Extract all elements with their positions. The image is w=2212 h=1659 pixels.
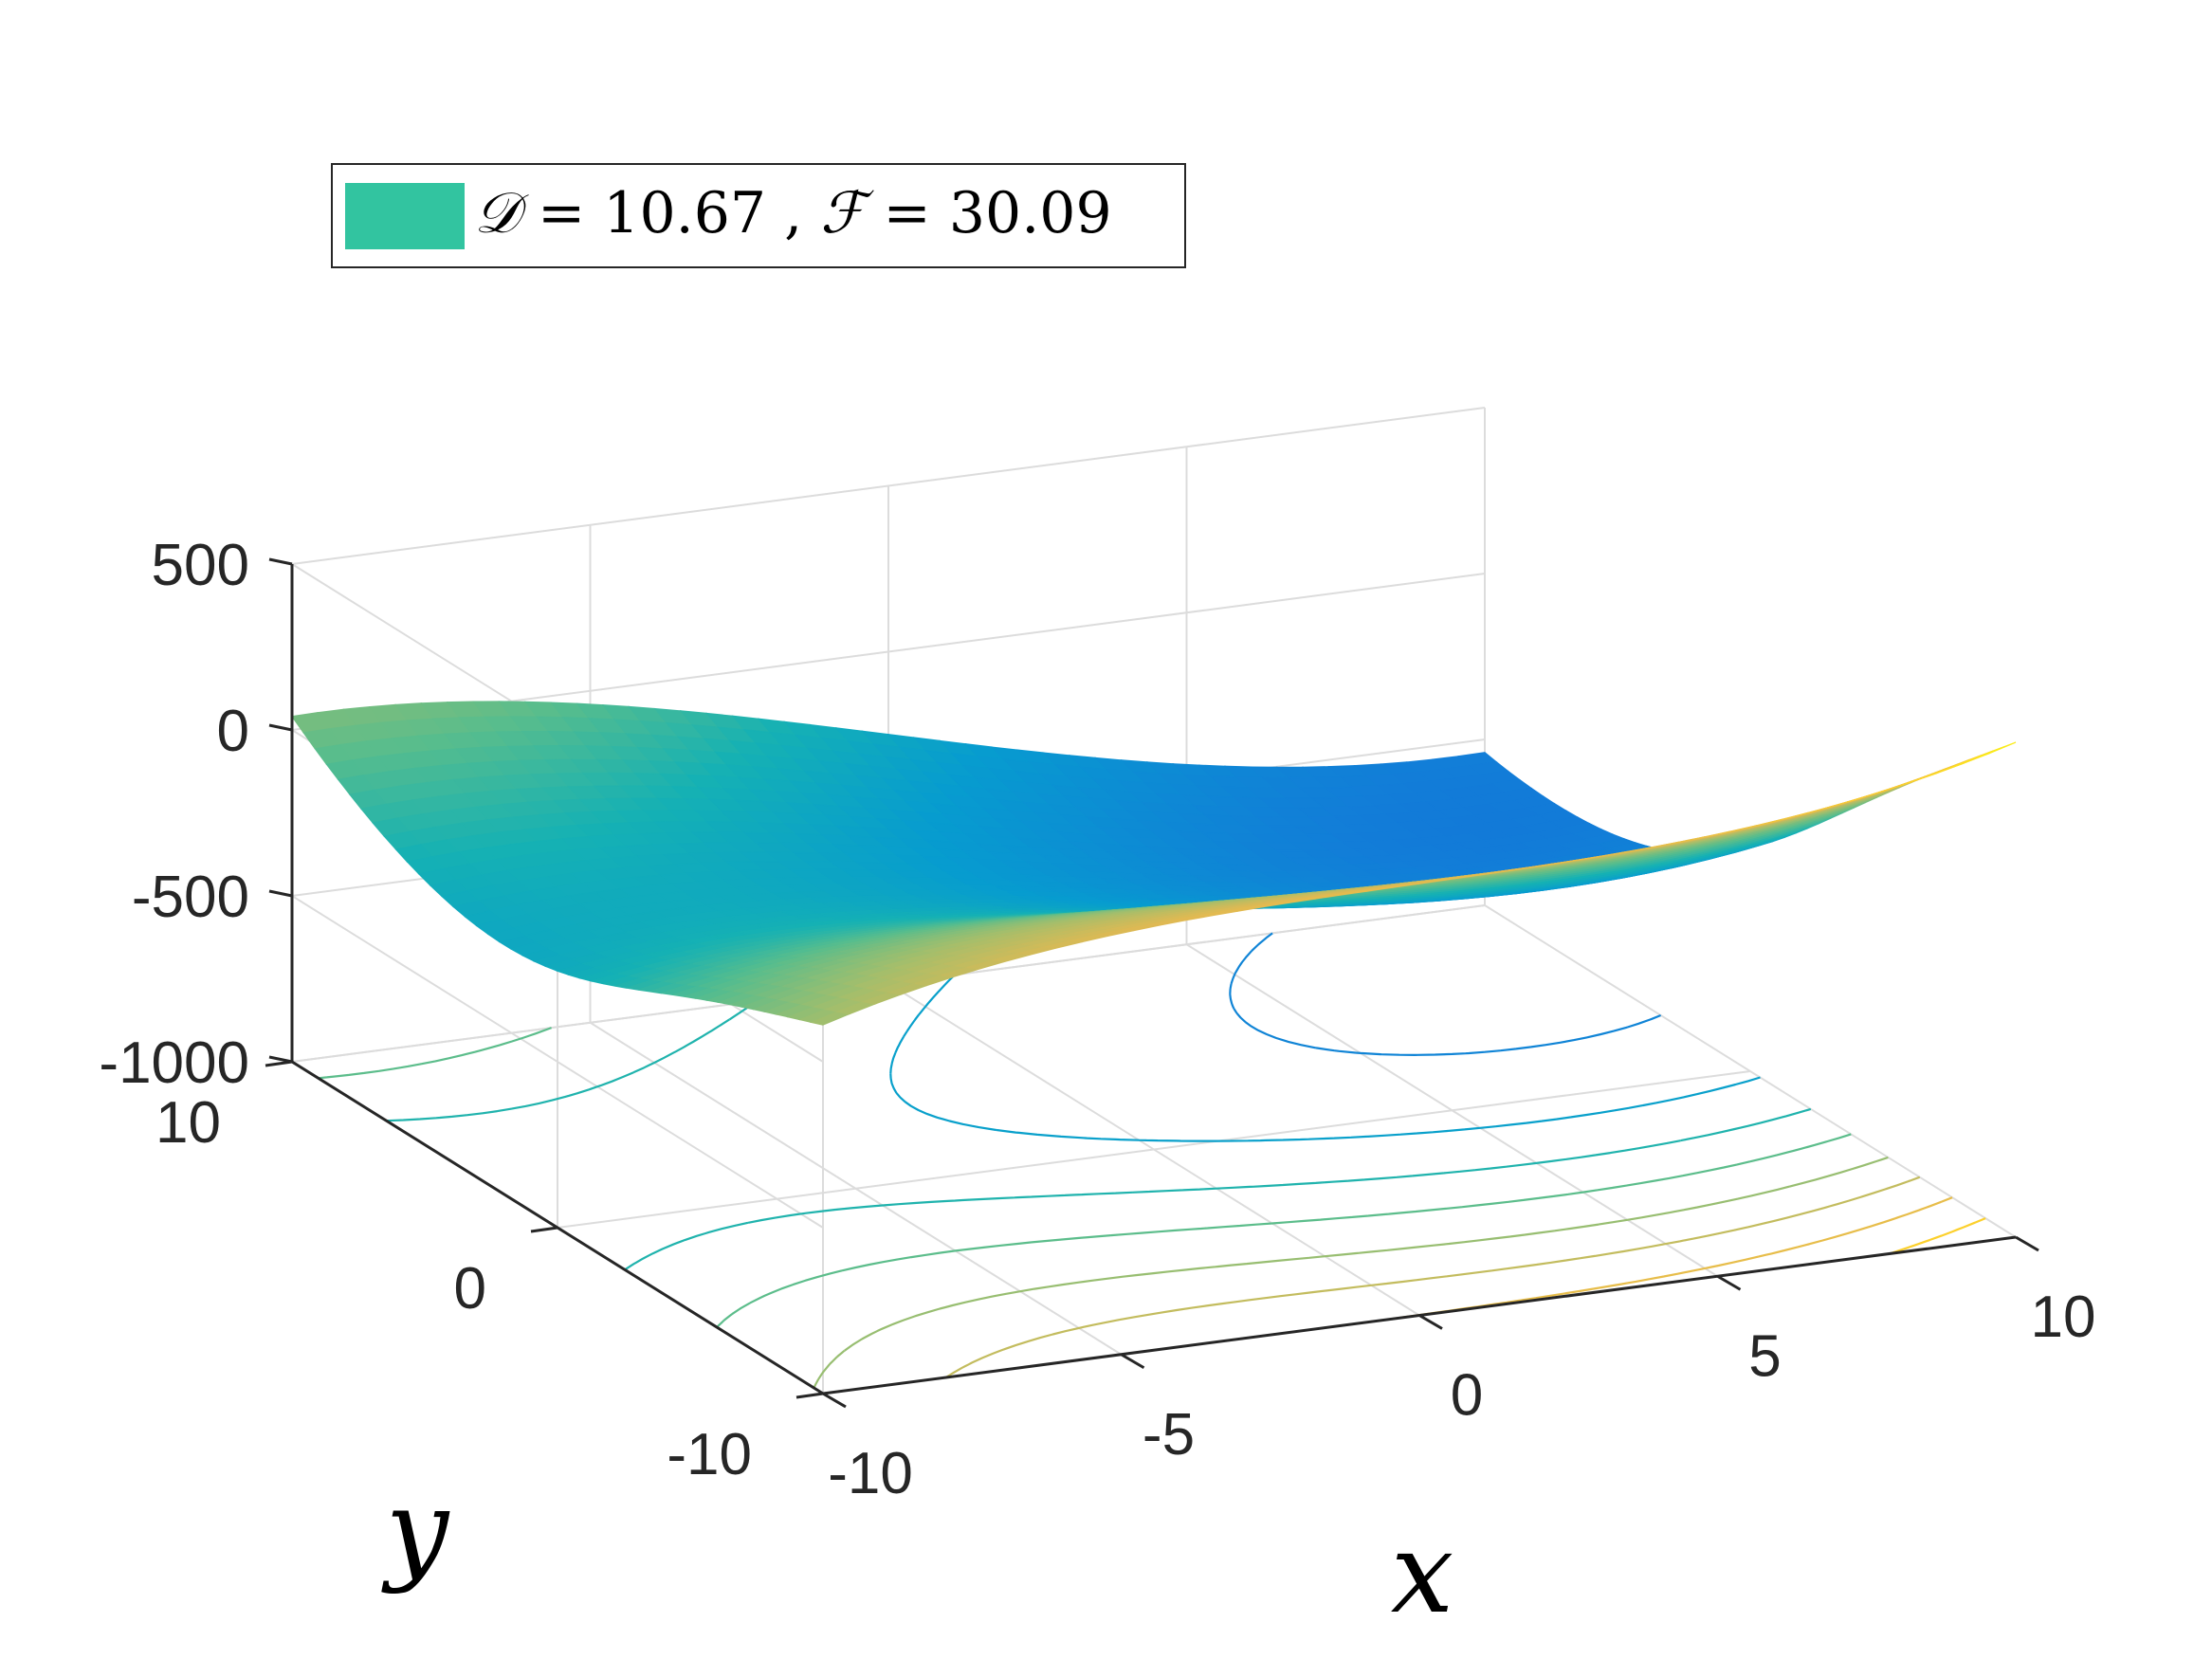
legend-label: 𝒟 = 10.67 , ℱ = 30.09 [474, 180, 1112, 246]
y-tick [265, 1060, 293, 1067]
contour-line [1229, 932, 1662, 1056]
surface-patch [1978, 741, 2017, 758]
contour-line [386, 999, 1812, 1271]
contour-line [318, 1027, 1852, 1328]
x-tick-label: -5 [1143, 1402, 1195, 1468]
legend: 𝒟 = 10.67 , ℱ = 30.09 [331, 163, 1186, 268]
x-tick-label: 5 [1748, 1323, 1781, 1389]
x-tick [2015, 1235, 2039, 1252]
legend-value-d: = 10.67 , [520, 180, 820, 246]
z-tick [268, 1055, 293, 1064]
z-tick-label: -1000 [99, 1030, 249, 1096]
x-tick [1716, 1274, 1742, 1291]
x-axis-label: x [1391, 1507, 1454, 1638]
y-grid-line [822, 896, 2017, 1395]
y-tick-label: 0 [454, 1256, 486, 1322]
y-tick [530, 1226, 558, 1233]
contour-layer [318, 932, 1986, 1389]
z-tick [268, 889, 293, 898]
surface-layer [290, 701, 2017, 1026]
z-tick [268, 723, 293, 732]
axis-layer [290, 564, 2017, 1395]
x-tick [822, 1392, 847, 1409]
z-tick-label: -500 [132, 865, 249, 930]
x-tick-label: -10 [828, 1441, 913, 1506]
legend-box [331, 163, 1186, 268]
x-tick [1120, 1353, 1145, 1370]
contour-line [1389, 1196, 1953, 1321]
x-tick [1418, 1314, 1443, 1330]
y-tick [795, 1392, 824, 1399]
z-tick-label: 500 [152, 533, 249, 598]
contour-line [945, 1176, 1921, 1378]
y-axis-label: y [381, 1465, 450, 1595]
x-tick-label: 0 [1451, 1363, 1483, 1429]
z-tick-label: 0 [217, 699, 249, 764]
contour-line [813, 1156, 1889, 1389]
y-tick-label: 10 [155, 1090, 221, 1156]
legend-value-f: = 30.09 [865, 180, 1111, 246]
legend-swatch [345, 183, 465, 249]
contour-line [889, 974, 1761, 1142]
y-tick-label: -10 [667, 1422, 752, 1487]
x-tick-label: 10 [2031, 1285, 2096, 1350]
z-tick [268, 557, 293, 566]
